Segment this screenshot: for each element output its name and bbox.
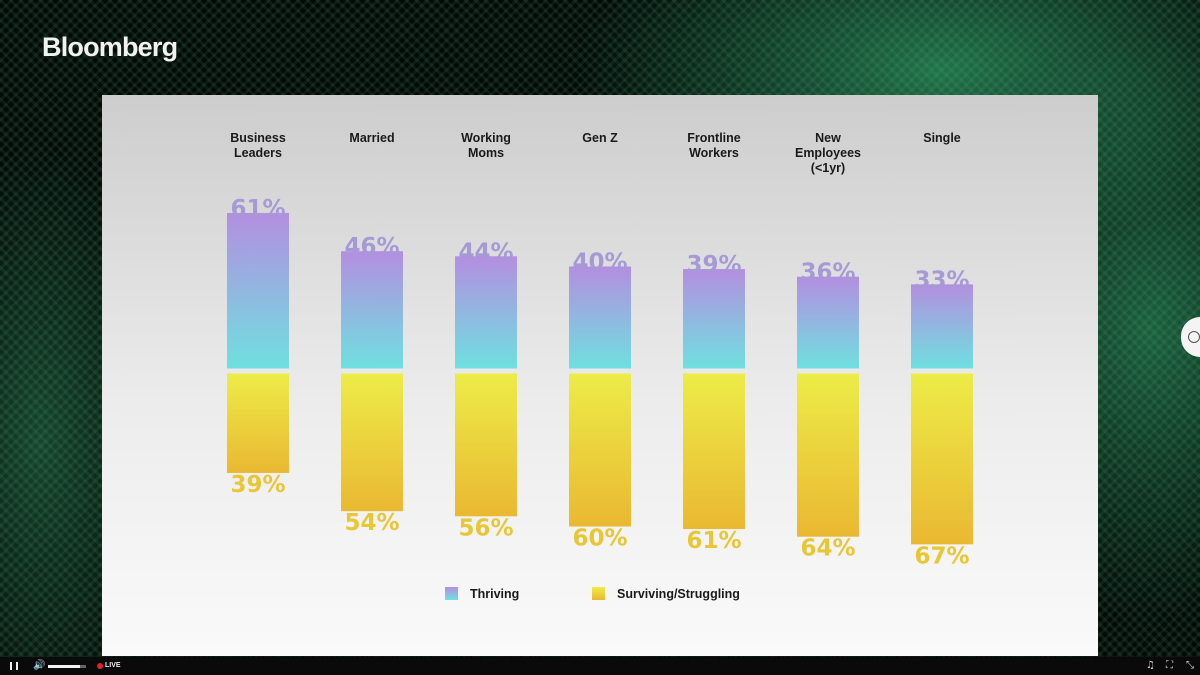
- struggling-bar: [683, 373, 745, 530]
- struggling-value-label: 39%: [230, 472, 285, 498]
- thriving-bar: [569, 266, 631, 369]
- category-label-line: Working: [461, 131, 511, 145]
- category-label: Single: [923, 131, 961, 145]
- category-label: New Employees (<1yr): [795, 131, 861, 175]
- struggling-bar: [455, 373, 517, 517]
- struggling-bar: [341, 373, 403, 512]
- side-chat-button[interactable]: [1181, 317, 1200, 357]
- category-label-line: Married: [349, 131, 394, 145]
- struggling-value-label: 54%: [344, 510, 399, 536]
- player-controls: 🔊 LIVE ♫ ⛶ ⤡: [0, 657, 1200, 675]
- thriving-bar: [227, 212, 289, 369]
- thriving-chart: Business Leaders 61% 39% Married 46% 54% Workin…: [227, 131, 973, 601]
- category-label-line: Leaders: [234, 146, 282, 160]
- volume-fill: [48, 665, 80, 668]
- category-label-line: Gen Z: [582, 131, 618, 145]
- thriving-bar: [455, 256, 517, 369]
- category-label: Frontline Workers: [687, 131, 741, 160]
- volume-icon[interactable]: 🔊: [33, 660, 46, 671]
- exit-fullscreen-icon[interactable]: ⤡: [1186, 660, 1194, 671]
- category-label: Business Leaders: [230, 131, 286, 160]
- category-label-line: Workers: [689, 146, 739, 160]
- category-label-line: Business: [230, 131, 286, 145]
- bloomberg-logo: Bloomberg: [42, 32, 178, 62]
- struggling-bar: [911, 373, 973, 545]
- category-label-line: Moms: [468, 146, 504, 160]
- struggling-bar: [569, 373, 631, 527]
- legend-thriving-swatch: [445, 587, 458, 600]
- category-label: Married: [349, 131, 394, 145]
- thriving-value-label: 46%: [344, 234, 399, 260]
- category-label-line: Employees: [795, 146, 861, 160]
- thriving-bar: [683, 269, 745, 369]
- thriving-value-label: 61%: [230, 196, 285, 222]
- category-label: Working Moms: [461, 131, 511, 160]
- category-label-line: Frontline: [687, 131, 741, 145]
- thriving-value-label: 36%: [800, 260, 855, 286]
- struggling-value-label: 67%: [914, 543, 969, 569]
- chart-slide: Business Leaders 61% 39% Married 46% 54% Workin…: [102, 95, 1098, 656]
- fullscreen-icon[interactable]: ⛶: [1166, 660, 1173, 671]
- thriving-value-label: 33%: [914, 267, 969, 293]
- legend-struggling-label: Surviving/Struggling: [617, 587, 740, 601]
- struggling-bar: [797, 373, 859, 537]
- thriving-value-label: 40%: [572, 250, 627, 276]
- struggling-value-label: 64%: [800, 536, 855, 562]
- category-label-line: (<1yr): [811, 161, 845, 175]
- volume-slider[interactable]: [48, 665, 86, 668]
- category-label: Gen Z: [582, 131, 618, 145]
- live-dot: [97, 663, 103, 669]
- struggling-bar: [227, 373, 289, 473]
- category-label-line: New: [815, 131, 841, 145]
- thriving-value-label: 39%: [686, 252, 741, 278]
- thriving-bar: [797, 276, 859, 369]
- chat-icon: [1188, 331, 1200, 343]
- music-note-icon[interactable]: ♫: [1146, 660, 1155, 671]
- live-label: LIVE: [105, 662, 121, 669]
- pause-icon[interactable]: [10, 662, 18, 670]
- thriving-bar: [911, 284, 973, 369]
- legend-thriving-label: Thriving: [470, 587, 519, 601]
- category-label-line: Single: [923, 131, 961, 145]
- thriving-value-label: 44%: [458, 239, 513, 265]
- legend-struggling-swatch: [592, 587, 605, 600]
- thriving-bar: [341, 251, 403, 369]
- struggling-value-label: 56%: [458, 515, 513, 541]
- struggling-value-label: 60%: [572, 526, 627, 552]
- struggling-value-label: 61%: [686, 528, 741, 554]
